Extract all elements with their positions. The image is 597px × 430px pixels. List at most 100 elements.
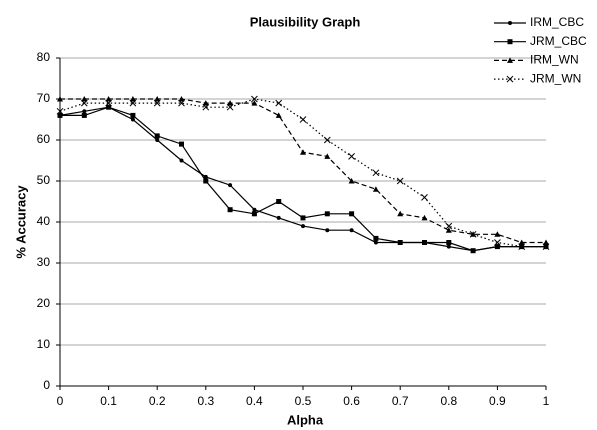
y-tick-label: 0 bbox=[43, 378, 50, 392]
series-line bbox=[60, 106, 546, 252]
data-point bbox=[300, 149, 306, 155]
series-line bbox=[59, 106, 546, 252]
data-point bbox=[178, 96, 185, 102]
x-tick-label: 1 bbox=[543, 394, 550, 408]
data-point bbox=[276, 199, 282, 204]
x-tick-label: 0.5 bbox=[295, 394, 312, 408]
data-point bbox=[543, 239, 549, 245]
data-point bbox=[348, 153, 355, 160]
data-point bbox=[300, 215, 306, 221]
data-point bbox=[57, 112, 63, 118]
data-point bbox=[202, 103, 210, 111]
data-point bbox=[372, 169, 380, 177]
data-point bbox=[494, 244, 500, 250]
data-point bbox=[56, 107, 64, 115]
data-point bbox=[494, 231, 501, 237]
data-point bbox=[178, 99, 185, 107]
legend-label: JRM_WN bbox=[530, 71, 581, 85]
x-tick-label: 0.1 bbox=[100, 394, 117, 408]
data-point bbox=[251, 211, 257, 217]
data-point bbox=[252, 207, 257, 212]
data-point bbox=[421, 214, 428, 221]
data-point bbox=[396, 177, 404, 185]
data-point bbox=[202, 100, 209, 106]
data-point bbox=[81, 112, 87, 118]
data-point bbox=[372, 186, 379, 192]
x-tick-label: 0.4 bbox=[246, 394, 263, 408]
data-point bbox=[130, 112, 136, 118]
y-axis-label: % Accuracy bbox=[13, 185, 28, 259]
x-tick-label: 0.6 bbox=[343, 394, 360, 408]
y-tick-label: 20 bbox=[37, 296, 51, 310]
legend-marker bbox=[507, 57, 513, 63]
data-point bbox=[226, 103, 234, 111]
data-point bbox=[80, 99, 88, 107]
data-point bbox=[154, 96, 161, 102]
data-point bbox=[81, 96, 88, 102]
data-point bbox=[518, 239, 525, 245]
legend-label: IRM_WN bbox=[530, 53, 579, 67]
data-point bbox=[275, 112, 282, 118]
data-point bbox=[155, 138, 160, 142]
data-point bbox=[227, 207, 233, 213]
data-point bbox=[324, 153, 331, 159]
data-point bbox=[422, 240, 427, 245]
y-tick-label: 10 bbox=[37, 337, 51, 351]
data-point bbox=[445, 222, 453, 230]
data-point bbox=[349, 211, 355, 217]
data-point bbox=[349, 228, 354, 233]
chart-title: Plausibility Graph bbox=[250, 14, 361, 29]
legend-marker bbox=[507, 39, 513, 45]
data-point bbox=[470, 248, 476, 254]
data-point bbox=[542, 243, 550, 250]
data-point bbox=[82, 109, 87, 114]
y-tick-label: 50 bbox=[37, 173, 51, 187]
data-point bbox=[105, 96, 112, 102]
x-tick-label: 0.7 bbox=[392, 394, 409, 408]
data-point bbox=[154, 133, 160, 139]
data-point bbox=[421, 194, 428, 201]
data-point bbox=[153, 99, 161, 107]
data-point bbox=[276, 215, 281, 220]
legend-marker bbox=[508, 21, 512, 25]
data-point bbox=[494, 239, 501, 246]
data-point bbox=[130, 117, 135, 122]
data-point bbox=[323, 136, 331, 144]
x-tick-label: 0.8 bbox=[440, 394, 457, 408]
data-point bbox=[57, 96, 63, 102]
data-point bbox=[227, 100, 234, 106]
y-tick-label: 80 bbox=[37, 50, 51, 64]
x-axis-label: Alpha bbox=[287, 412, 324, 427]
data-point bbox=[324, 211, 330, 217]
legend-label: IRM_CBC bbox=[530, 15, 584, 29]
data-point bbox=[275, 99, 283, 107]
data-point bbox=[105, 99, 112, 107]
data-point bbox=[251, 95, 258, 103]
legend-label: JRM_CBC bbox=[530, 34, 587, 48]
data-point bbox=[299, 116, 307, 123]
data-point bbox=[228, 183, 233, 188]
data-point bbox=[446, 244, 451, 249]
data-point bbox=[129, 99, 137, 107]
y-tick-label: 30 bbox=[37, 255, 51, 269]
legend-marker bbox=[506, 75, 514, 83]
data-point bbox=[203, 174, 208, 179]
x-tick-label: 0.2 bbox=[149, 394, 166, 408]
data-point bbox=[301, 224, 305, 229]
data-point bbox=[251, 100, 258, 106]
data-point bbox=[397, 240, 403, 245]
data-point bbox=[348, 178, 355, 184]
y-tick-label: 60 bbox=[37, 132, 51, 146]
data-point bbox=[129, 96, 136, 102]
data-point bbox=[518, 243, 526, 250]
data-point bbox=[179, 158, 184, 163]
data-point bbox=[325, 228, 330, 233]
x-tick-label: 0 bbox=[57, 394, 64, 408]
data-point bbox=[203, 178, 209, 184]
y-tick-label: 40 bbox=[37, 214, 51, 228]
data-point bbox=[373, 240, 378, 245]
x-tick-label: 0.9 bbox=[489, 394, 506, 408]
data-point bbox=[445, 227, 452, 233]
data-point bbox=[446, 240, 452, 245]
